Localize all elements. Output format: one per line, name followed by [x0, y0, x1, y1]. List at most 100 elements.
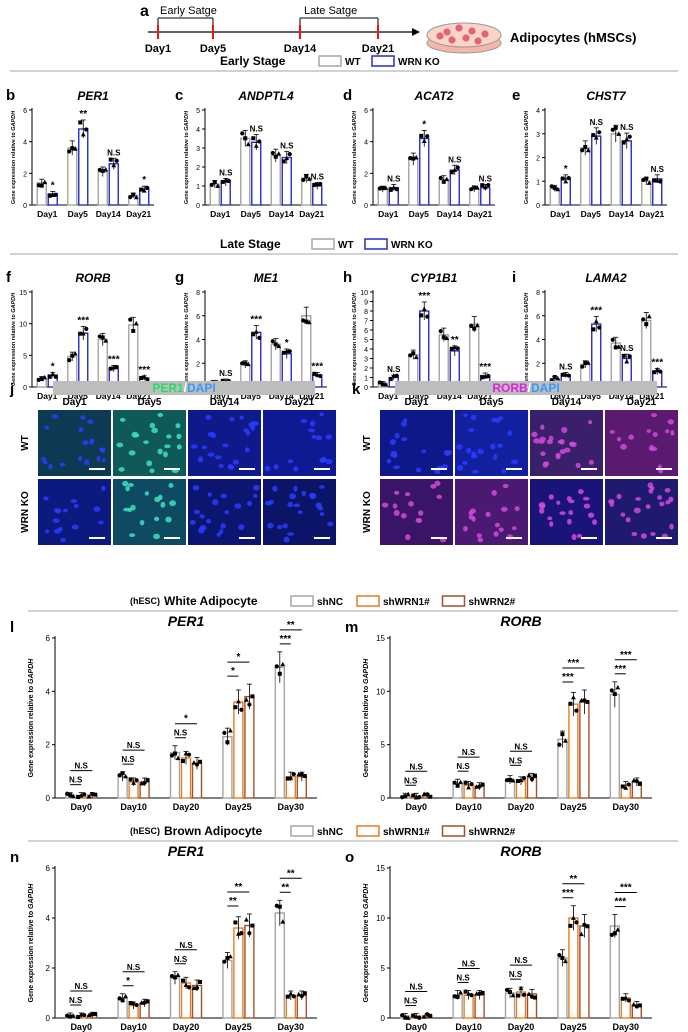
- cell-nucleus: [668, 496, 674, 503]
- cell-nucleus: [568, 499, 575, 504]
- bar: [438, 334, 449, 388]
- y-axis-label-gene: GAPDH: [352, 292, 358, 313]
- bar: [244, 695, 255, 799]
- data-point: [583, 361, 588, 366]
- y-tick-label: 2: [536, 361, 540, 368]
- significance-label: N.S: [448, 155, 462, 164]
- data-point: [198, 759, 202, 764]
- data-point: [574, 920, 579, 925]
- data-point: [145, 999, 150, 1004]
- cell-nucleus: [199, 525, 207, 531]
- data-point: [111, 364, 117, 370]
- cell-nucleus: [588, 420, 593, 425]
- data-point: [131, 780, 136, 785]
- data-point: [403, 1015, 408, 1020]
- cell-nucleus: [640, 533, 647, 539]
- y-tick-label: 15: [376, 634, 385, 643]
- data-point: [220, 378, 225, 383]
- cell-nucleus: [390, 452, 398, 458]
- data-point: [128, 777, 133, 782]
- significance-label: ***: [108, 354, 120, 365]
- cell-nucleus: [244, 447, 250, 453]
- cell-nucleus: [60, 537, 66, 543]
- bar: [301, 315, 312, 388]
- bar: [610, 133, 621, 206]
- significance-label: ***: [614, 897, 626, 908]
- bar: [579, 701, 590, 799]
- cell-nucleus: [651, 413, 658, 418]
- x-tick-label: Day30: [613, 802, 640, 812]
- data-point: [521, 992, 527, 997]
- data-point: [597, 130, 602, 135]
- data-point: [469, 782, 474, 787]
- significance-label: N.S: [69, 776, 83, 785]
- cell-nucleus: [628, 434, 634, 440]
- micrograph-image: [605, 410, 678, 476]
- data-point: [103, 338, 109, 343]
- data-point: [239, 707, 244, 712]
- data-point: [220, 179, 225, 184]
- cell-nucleus: [84, 459, 90, 466]
- cell-nucleus: [253, 494, 258, 498]
- bar: [281, 156, 292, 206]
- data-point: [449, 170, 454, 175]
- data-point: [563, 958, 568, 964]
- cell-nucleus: [77, 456, 83, 462]
- adipocyte-cell-icon: [462, 34, 470, 42]
- cell-nucleus: [392, 503, 398, 509]
- cell-nucleus: [507, 430, 512, 436]
- data-point: [243, 136, 248, 141]
- y-tick-label: 0: [23, 203, 27, 210]
- cell-nucleus: [163, 451, 168, 458]
- cell-nucleus: [293, 503, 301, 508]
- y-tick-label: 5: [23, 353, 27, 360]
- cell-nucleus: [71, 524, 79, 530]
- cell-nucleus: [287, 459, 294, 464]
- panel-label-e: e: [512, 87, 520, 104]
- significance-label: N.S: [179, 941, 193, 950]
- cell-nucleus: [538, 507, 545, 514]
- cell-nucleus: [80, 415, 86, 420]
- data-point: [100, 168, 105, 173]
- data-point: [139, 187, 144, 192]
- cell-nucleus: [232, 459, 239, 465]
- data-point: [552, 374, 557, 379]
- cell-nucleus: [498, 527, 504, 532]
- data-point: [580, 364, 585, 369]
- cell-nucleus: [571, 533, 577, 541]
- y-tick-label: 0: [46, 794, 51, 803]
- data-point: [388, 187, 393, 192]
- micrograph-column-label: Day5: [138, 397, 162, 408]
- significance-label: ***: [562, 888, 574, 899]
- cell-nucleus: [417, 518, 423, 523]
- x-tick-label: Day25: [560, 1022, 587, 1032]
- data-point: [441, 179, 446, 184]
- cell-nucleus: [327, 521, 334, 527]
- micrograph-row-label: WRN KO: [362, 491, 373, 533]
- data-point: [571, 694, 576, 700]
- data-point: [394, 187, 399, 192]
- cell-nucleus: [44, 425, 50, 430]
- data-point: [533, 995, 537, 1000]
- data-point: [623, 785, 629, 790]
- data-point: [312, 371, 317, 376]
- x-tick-label: Day10: [120, 1022, 147, 1032]
- stain-label: RORB/DAPI: [492, 381, 559, 395]
- bar: [78, 128, 89, 206]
- cell-nucleus: [250, 425, 256, 431]
- cell-nucleus: [88, 440, 94, 445]
- cell-nucleus: [131, 431, 139, 438]
- data-point: [78, 120, 83, 125]
- significance-label: *: [564, 164, 568, 175]
- data-point: [304, 319, 309, 324]
- significance-label: ***: [250, 314, 262, 325]
- y-axis-label-prefix: Gene expression relative to: [352, 313, 358, 386]
- legend-white: (hESC) White Adipocyte shNC shWRN1# shWRN2#: [28, 594, 678, 612]
- cell-nucleus: [635, 497, 642, 501]
- cell-nucleus: [514, 506, 520, 512]
- x-tick-label: Day14: [269, 391, 294, 401]
- y-tick-label: 5: [196, 108, 200, 115]
- data-point: [173, 975, 177, 980]
- data-point: [67, 358, 72, 363]
